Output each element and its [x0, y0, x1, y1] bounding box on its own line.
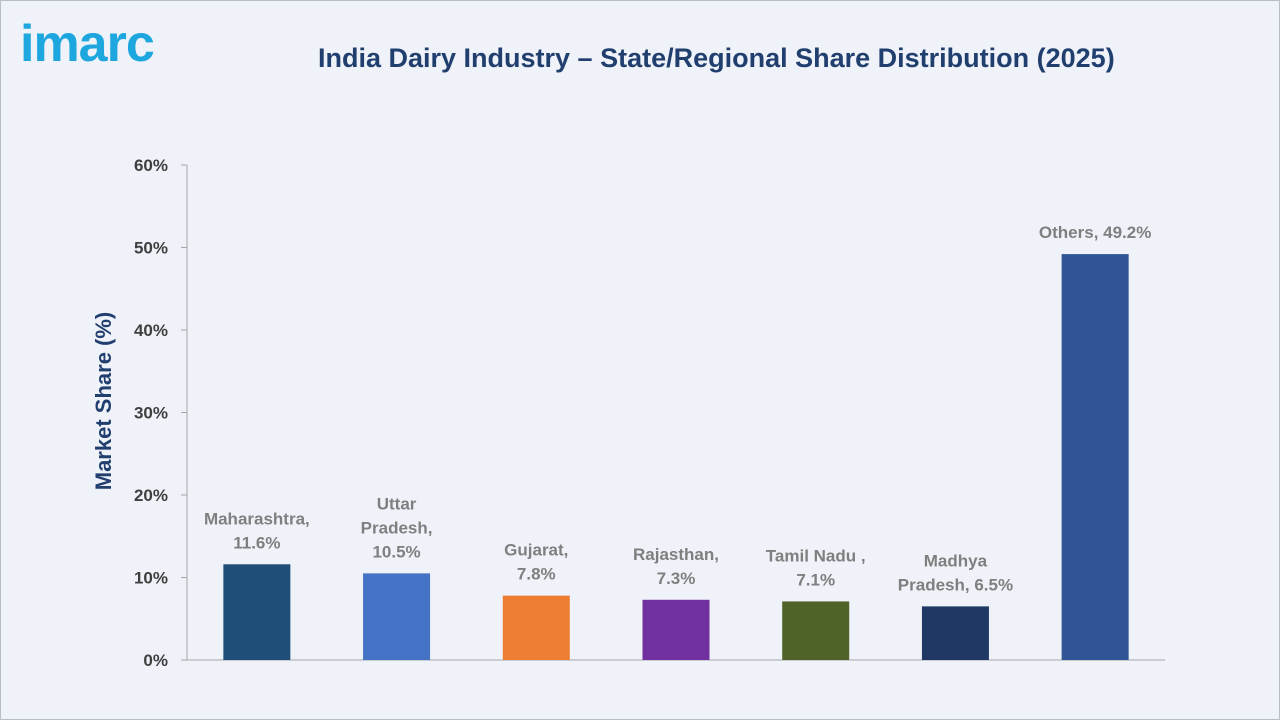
chart-title: India Dairy Industry – State/Regional Sh…	[318, 43, 1115, 73]
y-tick-label: 40%	[134, 321, 168, 340]
data-label: 7.8%	[517, 565, 556, 584]
y-tick-label: 0%	[143, 651, 168, 670]
data-label: Gujarat,	[504, 541, 568, 560]
data-label: Uttar	[377, 494, 417, 513]
bars	[223, 254, 1129, 660]
y-axis-label: Market Share (%)	[91, 312, 116, 491]
y-tick-label: 60%	[134, 156, 168, 175]
y-tick-label: 30%	[134, 404, 168, 423]
data-labels: Maharashtra, 11.6% Uttar Pradesh, 10.5% Gujar…	[204, 223, 1151, 594]
y-tick-label: 20%	[134, 486, 168, 505]
bar-tamil-nadu	[782, 601, 850, 660]
y-tick-label: 50%	[134, 239, 168, 258]
data-label: Others, 49.2%	[1039, 223, 1151, 242]
bar-madhya-pradesh	[921, 606, 989, 660]
bar-maharashtra	[223, 564, 291, 660]
data-label: 11.6%	[233, 533, 280, 552]
data-label: 7.3%	[657, 569, 696, 588]
data-label: 10.5%	[372, 542, 420, 561]
data-label: 7.1%	[796, 570, 835, 589]
bar-uttar-pradesh	[363, 573, 431, 660]
data-label: Madhya	[924, 551, 988, 570]
bar-others	[1061, 254, 1129, 660]
bar-rajasthan	[642, 599, 710, 660]
y-tick-label: 10%	[134, 569, 168, 588]
data-label: Tamil Nadu ,	[766, 546, 866, 565]
data-label: Maharashtra,	[204, 509, 310, 528]
bar-gujarat	[502, 595, 570, 660]
data-label: Pradesh, 6.5%	[898, 575, 1013, 594]
imarc-logo: imarc	[20, 15, 155, 73]
data-label: Pradesh,	[361, 518, 433, 537]
data-label: Rajasthan,	[633, 545, 719, 564]
